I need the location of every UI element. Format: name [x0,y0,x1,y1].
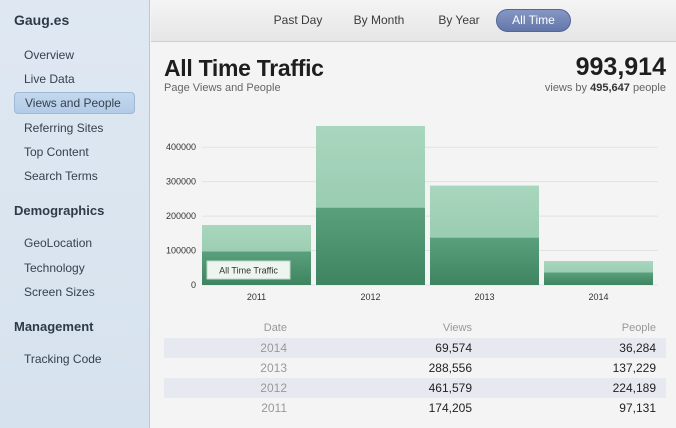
table-row: 2014 69,574 36,284 [164,338,666,358]
header-views: Views [442,322,472,334]
sidebar-item-search-terms[interactable]: Search Terms [24,169,98,183]
x-tick-label: 2013 [474,292,494,302]
total-views: 993,914 [575,53,666,81]
y-tick-label: 100000 [166,246,196,256]
x-tick-label: 2012 [360,292,380,302]
row-views: 69,574 [435,341,472,355]
sidebar-item-top-content[interactable]: Top Content [24,145,89,159]
row-people: 36,284 [619,341,656,355]
sidebar-item-referring-sites[interactable]: Referring Sites [24,121,104,135]
row-date: 2012 [260,381,287,395]
section-heading-demographics: Demographics [14,203,105,218]
row-people: 224,189 [612,381,656,395]
time-range-bar: Past Day By Month By Year All Time [151,0,676,42]
header-people: People [621,322,656,334]
x-tick-label: 2011 [247,292,266,302]
row-date: 2011 [261,401,287,415]
total-summary: views by 495,647 people [545,82,666,94]
chart-legend [206,260,291,280]
brand-logo[interactable]: Gaug.es [14,12,70,28]
tab-past-day[interactable]: Past Day [273,13,323,27]
table-row: 2012 461,579 224,189 [164,378,666,398]
sidebar-item-geolocation[interactable]: GeoLocation [24,236,93,250]
row-views: 288,556 [428,361,472,375]
traffic-bar-chart: 0 100000 200000 300000 400000 2011 2012 2013 201… [166,126,658,302]
row-date: 2013 [260,361,287,375]
sidebar-item-technology[interactable]: Technology [24,261,85,275]
table-header-row: Date Views People [164,318,666,338]
row-views: 174,205 [428,401,472,415]
sidebar-item-overview[interactable]: Overview [24,48,75,62]
bar-people[interactable] [430,237,539,285]
total-people: 495,647 [590,82,630,94]
sidebar-item-screen-sizes[interactable]: Screen Sizes [24,285,95,299]
tab-by-year[interactable]: By Year [438,13,480,27]
page-title: All Time Traffic [164,55,324,81]
sidebar-item-views-and-people[interactable]: Views and People [14,92,135,114]
page-subtitle: Page Views and People [164,82,281,94]
sidebar: Gaug.es Overview Live Data Views and Peo… [0,0,150,428]
row-date: 2014 [260,341,287,355]
bar-people[interactable] [544,272,653,285]
row-views: 461,579 [428,381,472,395]
row-people: 97,131 [619,401,656,415]
tab-all-time[interactable]: All Time [496,9,571,32]
chart-legend-label: All Time Traffic [219,266,278,276]
table-row: 2011 174,205 97,131 [164,398,666,418]
sidebar-item-live-data[interactable]: Live Data [24,72,75,86]
sidebar-item-tracking-code[interactable]: Tracking Code [24,352,102,366]
x-tick-label: 2014 [588,292,608,302]
bar-people[interactable] [316,207,425,285]
row-people: 137,229 [612,361,656,375]
traffic-table: Date Views People 2014 69,574 36,284 201… [164,318,666,418]
tab-by-month[interactable]: By Month [353,13,405,27]
y-tick-label: 200000 [166,211,196,221]
total-prefix: views by [544,82,588,94]
y-tick-label: 0 [191,280,196,290]
section-heading-management: Management [14,319,94,334]
y-tick-label: 400000 [166,142,196,152]
y-tick-label: 300000 [166,177,196,187]
header-date: Date [263,322,287,334]
table-row: 2013 288,556 137,229 [164,358,666,378]
total-suffix: people [632,82,666,94]
